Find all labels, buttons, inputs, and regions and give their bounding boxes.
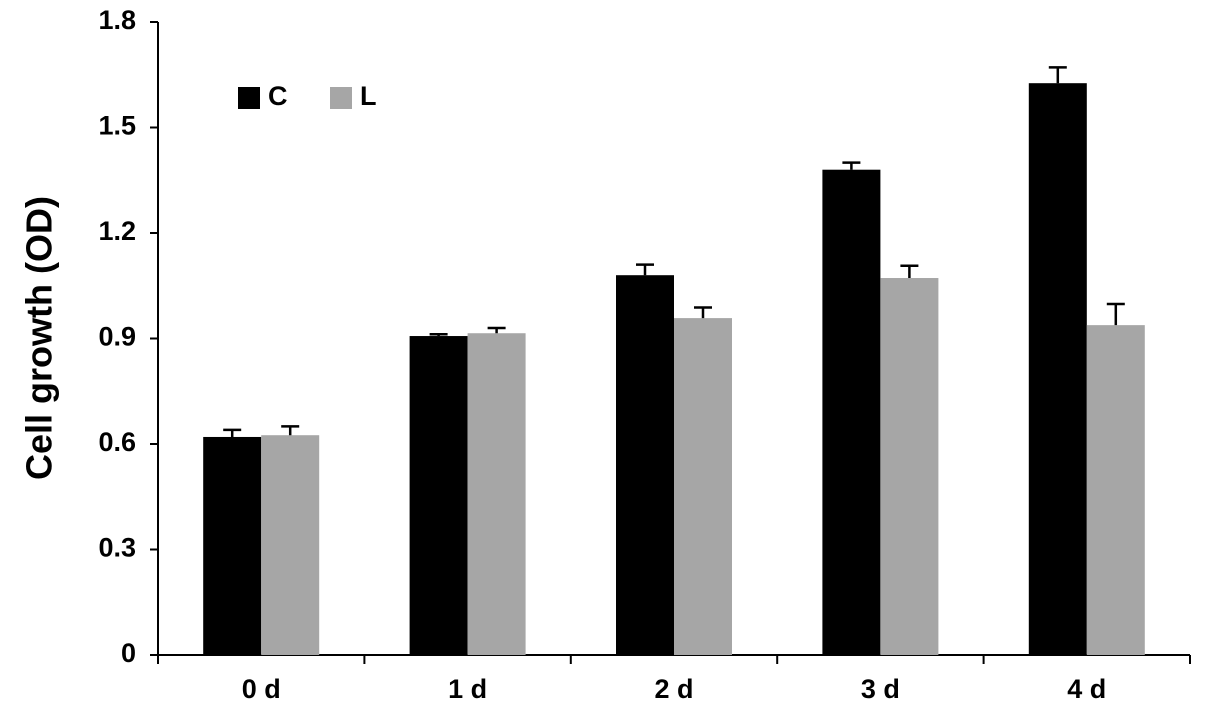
bar — [467, 333, 526, 655]
error-bar — [636, 263, 654, 276]
x-tick-label: 1 d — [448, 674, 487, 704]
bar — [616, 275, 674, 655]
error-bar — [281, 425, 300, 436]
bar — [822, 169, 881, 655]
y-axis-title: Cell growth (OD) — [19, 196, 60, 480]
x-tick-label: 0 d — [242, 674, 281, 704]
legend-label: L — [360, 81, 377, 111]
legend-swatch — [330, 87, 352, 109]
x-tick-label: 4 d — [1067, 674, 1106, 704]
bar — [674, 318, 732, 655]
y-tick-label: 1.2 — [98, 216, 136, 246]
bar — [261, 435, 320, 655]
error-bar — [1048, 66, 1067, 84]
legend-label: C — [268, 81, 288, 111]
y-tick-label: 1.5 — [98, 111, 136, 141]
y-tick-label: 0.9 — [98, 322, 136, 352]
x-tick-label: 3 d — [861, 674, 900, 704]
bar — [203, 436, 262, 655]
bar — [880, 278, 939, 655]
bar — [1028, 83, 1087, 655]
y-tick-label: 0.6 — [98, 427, 136, 457]
bar — [1086, 325, 1145, 655]
legend-swatch — [238, 87, 260, 109]
y-tick-label: 1.8 — [98, 5, 136, 35]
error-bar — [900, 264, 919, 279]
y-tick-label: 0 — [121, 638, 136, 668]
error-bar — [1106, 302, 1125, 326]
bar — [409, 336, 468, 655]
error-bar — [487, 326, 506, 334]
error-bar — [694, 306, 712, 319]
error-bar — [429, 333, 448, 337]
y-tick-label: 0.3 — [98, 533, 136, 563]
error-bar — [223, 428, 242, 437]
error-bar — [842, 161, 861, 170]
x-tick-label: 2 d — [654, 674, 693, 704]
